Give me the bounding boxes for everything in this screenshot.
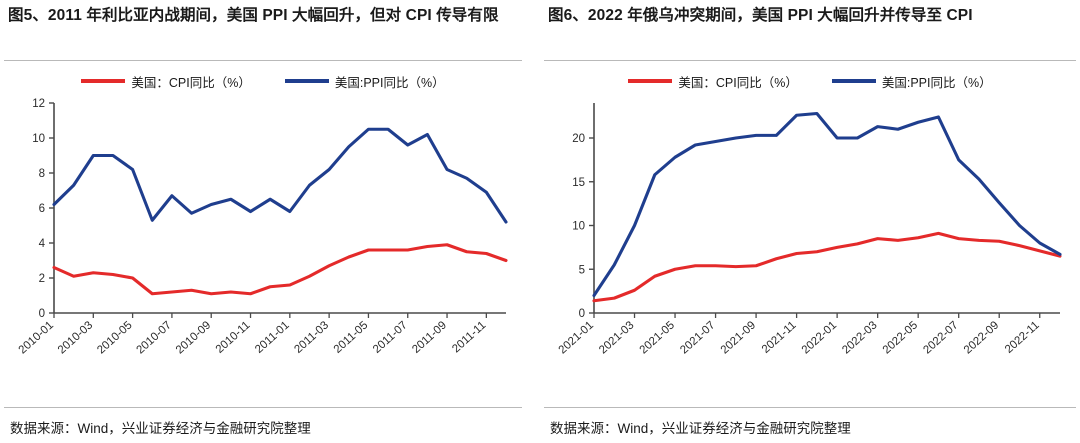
- svg-text:2010-09: 2010-09: [174, 319, 213, 356]
- svg-text:2021-07: 2021-07: [678, 319, 717, 356]
- figure-6-plot: 0 5 10 15 20 2021-01 2021-03 2021-05 2021-07 2021…: [546, 91, 1074, 391]
- figure-5-footer-divider: [4, 407, 522, 408]
- legend-item-ppi: 美国:PPI同比（%）: [284, 72, 445, 91]
- svg-text:4: 4: [39, 238, 46, 250]
- figure-5-title: 图5、2011 年利比亚内战期间，美国 PPI 大幅回升，但对 CPI 传导有限: [8, 7, 499, 24]
- svg-text:2011-11: 2011-11: [450, 319, 488, 355]
- legend-label-ppi: 美国:PPI同比（%）: [881, 75, 992, 90]
- svg-text:2021-09: 2021-09: [719, 319, 758, 356]
- legend-label-cpi: 美国：CPI同比（%）: [131, 75, 251, 90]
- figure-5-legend: 美国：CPI同比（%） 美国:PPI同比（%）: [6, 65, 520, 91]
- svg-text:5: 5: [579, 264, 585, 276]
- legend-swatch-ppi-icon: [831, 79, 876, 83]
- svg-text:2010-01: 2010-01: [17, 319, 56, 356]
- svg-text:10: 10: [32, 133, 45, 145]
- svg-text:2010-03: 2010-03: [56, 319, 95, 356]
- figure-5-source: 数据来源：Wind，兴业证券经济与金融研究院整理: [10, 421, 311, 436]
- svg-text:2: 2: [39, 273, 45, 285]
- legend-item-cpi: 美国：CPI同比（%）: [81, 72, 251, 91]
- svg-text:12: 12: [32, 98, 45, 110]
- legend-label-ppi: 美国:PPI同比（%）: [334, 75, 445, 90]
- svg-text:2021-01: 2021-01: [557, 319, 596, 356]
- svg-text:2022-01: 2022-01: [800, 319, 839, 356]
- svg-text:2010-11: 2010-11: [214, 319, 253, 356]
- svg-text:2022-07: 2022-07: [921, 319, 960, 356]
- figure-panel-5: 图5、2011 年利比亚内战期间，美国 PPI 大幅回升，但对 CPI 传导有限…: [0, 0, 526, 443]
- figure-6-source: 数据来源：Wind，兴业证券经济与金融研究院整理: [550, 421, 851, 436]
- svg-text:6: 6: [39, 203, 45, 215]
- svg-text:2011-01: 2011-01: [253, 319, 292, 356]
- figure-6-footer-divider: [544, 407, 1076, 408]
- svg-text:2021-11: 2021-11: [760, 319, 799, 356]
- legend-item-ppi: 美国:PPI同比（%）: [831, 72, 992, 91]
- svg-text:20: 20: [572, 133, 585, 145]
- figure-panel-6: 图6、2022 年俄乌冲突期间，美国 PPI 大幅回升并传导至 CPI 美国：C…: [540, 0, 1080, 443]
- legend-label-cpi: 美国：CPI同比（%）: [678, 75, 798, 90]
- svg-text:2022-05: 2022-05: [881, 319, 920, 356]
- figure-6-title-divider: [544, 60, 1076, 61]
- svg-text:15: 15: [572, 177, 585, 189]
- svg-text:2021-05: 2021-05: [638, 319, 677, 356]
- svg-text:2022-03: 2022-03: [840, 319, 879, 356]
- svg-text:8: 8: [39, 168, 45, 180]
- svg-text:2010-07: 2010-07: [135, 319, 174, 356]
- svg-text:10: 10: [572, 221, 585, 233]
- svg-text:0: 0: [579, 308, 585, 320]
- svg-text:2021-03: 2021-03: [597, 319, 636, 356]
- legend-swatch-cpi-icon: [628, 79, 673, 83]
- figure-5-title-divider: [4, 60, 522, 61]
- legend-swatch-cpi-icon: [81, 79, 126, 83]
- svg-text:2011-05: 2011-05: [332, 319, 371, 356]
- svg-text:2022-09: 2022-09: [962, 319, 1001, 356]
- figure-6-title: 图6、2022 年俄乌冲突期间，美国 PPI 大幅回升并传导至 CPI: [548, 7, 973, 24]
- legend-swatch-ppi-icon: [284, 79, 329, 83]
- svg-text:2022-11: 2022-11: [1003, 319, 1042, 356]
- svg-text:2011-07: 2011-07: [371, 319, 410, 356]
- figure-6-chart-area: 美国：CPI同比（%） 美国:PPI同比（%） 0 5 10 15 20 2021-01 2…: [540, 61, 1080, 407]
- figure-5-plot: 0 2 4 6 8 10 12 2010-01 2010-03 2010-05 2010-07 201…: [6, 91, 520, 391]
- legend-item-cpi: 美国：CPI同比（%）: [628, 72, 798, 91]
- svg-text:2010-05: 2010-05: [95, 319, 134, 356]
- svg-text:2011-09: 2011-09: [410, 319, 449, 356]
- svg-text:2011-03: 2011-03: [292, 319, 331, 356]
- figure-6-legend: 美国：CPI同比（%） 美国:PPI同比（%）: [546, 65, 1074, 91]
- figure-5-chart-area: 美国：CPI同比（%） 美国:PPI同比（%） 0 2 4 6 8 10 12 2010-01…: [0, 61, 526, 407]
- svg-text:0: 0: [39, 308, 45, 320]
